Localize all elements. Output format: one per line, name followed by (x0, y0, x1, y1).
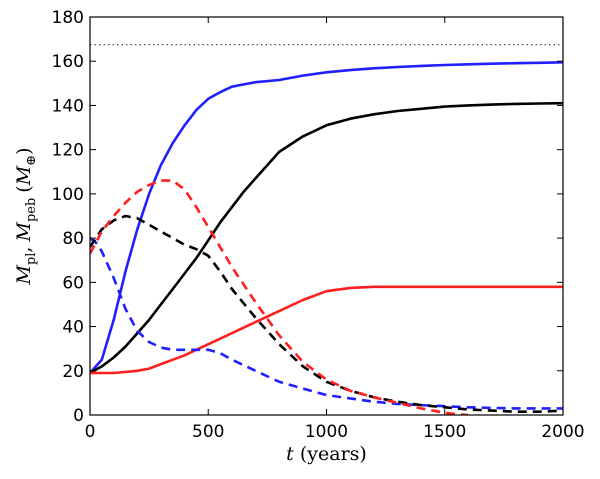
ylabel-sep: , (13, 247, 35, 253)
ylabel-m1: M (13, 265, 35, 286)
series-layer (90, 61, 563, 415)
series-line-blue-planet-mass (90, 61, 563, 374)
ylabel-unit-sub: ⊕ (24, 155, 39, 166)
y-tick-label: 160 (52, 52, 84, 72)
y-tick-label: 180 (52, 8, 84, 28)
ylabel-unit-close: ) (13, 147, 35, 154)
y-tick-label: 80 (62, 229, 84, 249)
y-axis-label: Mpl,Mpeb(M⊕) (13, 147, 39, 285)
ylabel-unit-open: ( (13, 185, 35, 192)
ylabel-unit-m: M (13, 165, 35, 186)
y-tick-label: 0 (73, 406, 84, 426)
x-tick-label: 2000 (541, 422, 584, 442)
x-axis-label-unit: (years) (300, 443, 367, 465)
x-tick-label: 0 (85, 422, 96, 442)
y-tick-label: 40 (62, 318, 84, 338)
series-line-red-pebble-mass (90, 179, 469, 415)
series-line-black-pebble-mass (90, 214, 563, 414)
series-line-black-planet-mass (90, 101, 563, 375)
x-axis-label: t (years) (286, 443, 367, 465)
plot-frame (89, 16, 564, 416)
x-tick-label: 500 (192, 422, 224, 442)
y-tick-label: 20 (62, 362, 84, 382)
y-tick-label: 60 (62, 273, 84, 293)
x-tick-label: 1000 (305, 422, 348, 442)
ylabel-sub1: pl (24, 253, 39, 265)
ylabel-sub2: peb (24, 198, 39, 222)
series-line-red-planet-mass (90, 285, 563, 375)
y-tick-label: 140 (52, 96, 84, 116)
y-tick-label: 120 (52, 141, 84, 161)
y-tick-label: 100 (52, 185, 84, 205)
tick-layer: 0 500 1000 1500 2000 0 20 40 60 80 100 120 140 160 180 (52, 8, 585, 442)
x-tick-label: 1500 (423, 422, 466, 442)
ylabel-m2: M (13, 222, 35, 243)
x-axis-label-var: t (286, 443, 294, 465)
series-line-blue-pebble-mass (90, 237, 563, 410)
